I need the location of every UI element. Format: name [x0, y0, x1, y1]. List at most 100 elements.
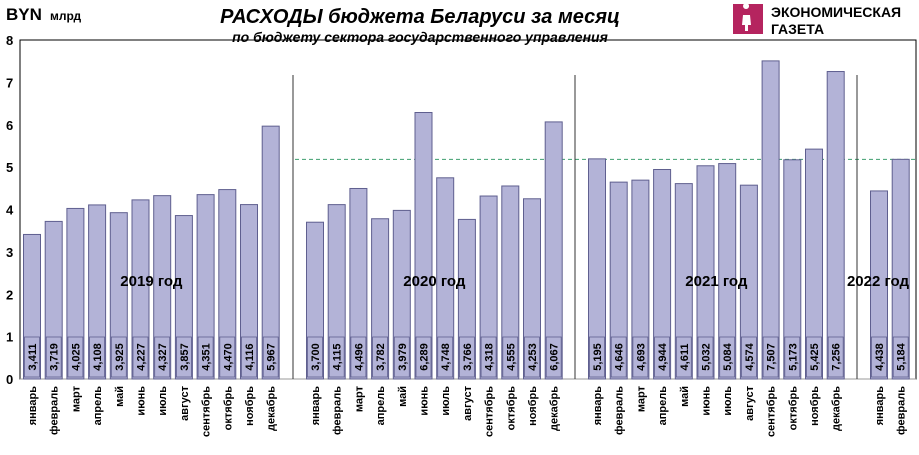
data-label: 4,611 [679, 344, 691, 371]
x-tick-label: март [353, 385, 365, 412]
data-label-box [719, 336, 736, 378]
bar [870, 190, 888, 380]
x-tick-label: май [679, 386, 691, 407]
y-tick-label: 0 [6, 372, 13, 387]
x-tick-label: октябрь [505, 386, 517, 431]
chart-title: РАСХОДЫ бюджета Беларуси за месяц [220, 6, 620, 28]
data-label: 4,748 [440, 343, 452, 371]
data-label: 5,967 [266, 343, 278, 371]
bar [783, 159, 802, 380]
data-label: 3,411 [27, 344, 39, 371]
x-tick-label: декабрь [831, 386, 843, 431]
data-label: 4,115 [332, 344, 344, 371]
data-label: 3,700 [310, 343, 322, 371]
data-label: 3,857 [179, 343, 191, 371]
data-label: 4,470 [222, 343, 234, 371]
data-label-box [241, 336, 257, 378]
data-label: 4,025 [70, 343, 82, 371]
data-label-box [110, 336, 127, 378]
data-label-box [545, 336, 562, 378]
x-tick-label: апрель [375, 386, 387, 426]
bar [66, 207, 85, 380]
data-label-box [610, 336, 627, 378]
data-label-box [827, 336, 844, 378]
x-tick-label: февраль [896, 386, 908, 435]
data-label-box [132, 336, 149, 378]
data-label: 3,782 [375, 343, 387, 371]
data-label-box [89, 336, 105, 378]
data-label: 4,944 [657, 342, 669, 370]
data-label-box [350, 336, 367, 378]
data-label-box [175, 336, 192, 378]
y-tick-label: 6 [6, 118, 13, 133]
data-label-box [762, 336, 779, 378]
x-tick-label: сентябрь [201, 386, 213, 437]
data-label-box [654, 336, 670, 378]
y-tick-label: 4 [6, 203, 14, 218]
x-tick-label: январь [874, 386, 886, 426]
bar [739, 184, 758, 380]
bar [523, 198, 541, 380]
data-label-box [675, 336, 692, 378]
x-tick-label: июль [157, 386, 169, 416]
chart-subtitle: по бюджету сектора государственного упра… [232, 29, 608, 45]
x-tick-label: сентябрь [766, 386, 778, 437]
data-label: 3,719 [49, 343, 61, 371]
bar [218, 189, 237, 380]
bar [153, 195, 172, 380]
data-label: 5,195 [592, 343, 604, 371]
data-label-box [415, 336, 432, 378]
data-label-box [307, 336, 323, 378]
data-label-box [697, 336, 714, 378]
data-label-box [784, 336, 801, 378]
data-label-box [372, 336, 389, 378]
data-label: 5,173 [787, 343, 799, 371]
data-label-box [632, 336, 649, 378]
group-label: 2020 год [403, 273, 466, 290]
x-tick-label: август [179, 385, 191, 420]
data-label-box [892, 336, 909, 378]
data-label: 4,646 [614, 343, 626, 371]
bar [501, 185, 520, 380]
bar [674, 183, 693, 380]
data-label: 4,496 [353, 343, 365, 371]
bar [805, 148, 823, 380]
data-label-box [45, 336, 62, 378]
data-label-box [589, 336, 605, 378]
group-label: 2021 год [685, 273, 748, 290]
data-label-box [502, 336, 519, 378]
logo-figure-icon [742, 3, 751, 32]
group-label: 2019 год [120, 273, 183, 290]
data-label: 6,289 [419, 343, 431, 371]
data-label-box [524, 336, 540, 378]
bar [653, 168, 672, 380]
data-label-box [458, 336, 475, 378]
data-label-box [219, 336, 236, 378]
bar [436, 177, 455, 380]
bar [240, 204, 258, 380]
data-label: 5,032 [701, 343, 713, 371]
data-label: 3,979 [397, 343, 409, 371]
data-label: 5,184 [896, 342, 908, 370]
x-tick-label: декабрь [549, 386, 561, 431]
data-label: 4,574 [744, 342, 756, 370]
x-tick-label: январь [592, 386, 604, 426]
data-label-box [871, 336, 887, 378]
x-tick-label: апрель [657, 386, 669, 426]
x-tick-label: февраль [49, 386, 61, 435]
x-tick-label: июнь [419, 386, 431, 416]
x-tick-label: июль [722, 386, 734, 416]
data-label-box [741, 336, 757, 378]
x-tick-label: март [635, 385, 647, 412]
data-label-box [806, 336, 822, 378]
group-label: 2022 год [847, 273, 910, 290]
x-tick-label: ноябрь [244, 386, 256, 426]
data-label-box [24, 336, 40, 378]
data-label-box [262, 336, 279, 378]
x-tick-label: сентябрь [484, 386, 496, 437]
bar [631, 179, 650, 380]
x-tick-label: июнь [136, 386, 148, 416]
bar [349, 187, 368, 380]
x-tick-label: август [744, 385, 756, 420]
